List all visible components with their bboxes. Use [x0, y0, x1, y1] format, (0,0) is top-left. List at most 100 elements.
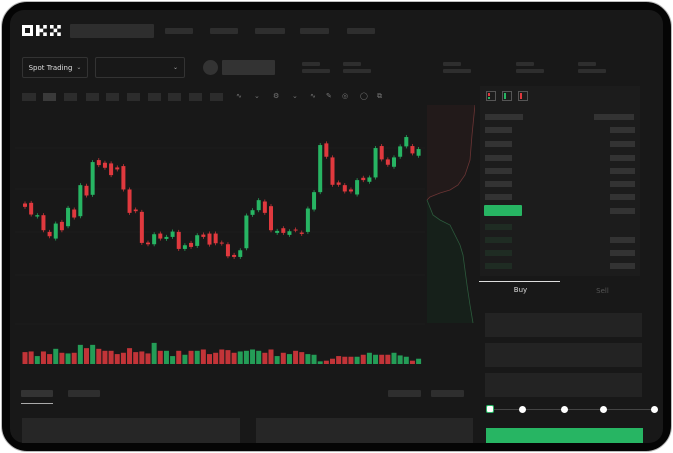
search-bar[interactable] — [70, 24, 154, 38]
candle — [182, 245, 187, 249]
candle — [176, 231, 181, 249]
volume-bar — [34, 356, 40, 364]
tab-order-history[interactable] — [68, 390, 100, 397]
volume-bar — [397, 355, 403, 364]
candle — [189, 242, 194, 247]
interval-button-active[interactable] — [43, 93, 56, 101]
orderbook-both-icon[interactable] — [486, 91, 496, 101]
slider-handle[interactable] — [486, 405, 494, 413]
interval-button[interactable] — [22, 93, 36, 101]
volume-bar — [120, 352, 126, 364]
candle — [170, 231, 175, 237]
ask-price[interactable] — [485, 155, 512, 161]
nav-item[interactable] — [300, 28, 329, 34]
volume-bar — [299, 352, 305, 364]
tab-action[interactable] — [388, 390, 421, 397]
interval-button[interactable] — [189, 93, 202, 101]
nav-item[interactable] — [255, 28, 285, 34]
candle — [139, 211, 144, 243]
candle — [361, 177, 366, 181]
tab-open-orders[interactable] — [21, 390, 53, 397]
candlestick-chart[interactable] — [15, 105, 425, 375]
stat-value — [578, 69, 606, 73]
interval-button[interactable] — [64, 93, 77, 101]
amount-input[interactable] — [485, 343, 642, 367]
fullscreen-icon[interactable]: ⧉ — [377, 92, 382, 100]
volume-bar — [163, 350, 169, 364]
candle — [164, 236, 169, 239]
okx-logo[interactable] — [22, 25, 64, 37]
tab-action[interactable] — [431, 390, 464, 397]
volume-bar — [151, 342, 157, 364]
last-price — [484, 205, 522, 216]
ask-price[interactable] — [485, 168, 512, 174]
candle — [398, 146, 403, 157]
volume-bar — [213, 352, 219, 364]
interval-button[interactable] — [106, 93, 119, 101]
candle — [324, 143, 329, 157]
volume-bar — [280, 352, 286, 364]
ask-price[interactable] — [485, 127, 512, 133]
candle — [23, 203, 27, 207]
candle — [238, 250, 243, 257]
candle — [72, 209, 77, 218]
settings-icon[interactable]: ⚙ — [273, 92, 280, 100]
candle — [102, 162, 107, 168]
interval-button[interactable] — [127, 93, 140, 101]
line-tool-icon[interactable]: ∿ — [310, 92, 316, 100]
volume-bar — [90, 344, 96, 364]
target-icon[interactable]: ◎ — [342, 92, 349, 100]
circle-icon[interactable]: ◯ — [360, 92, 368, 100]
volume-bar — [28, 351, 34, 364]
interval-button[interactable] — [168, 93, 181, 101]
ask-price[interactable] — [485, 181, 512, 187]
ask-depth-area — [427, 105, 475, 200]
interval-button[interactable] — [210, 93, 223, 101]
candle — [47, 231, 52, 237]
interval-button[interactable] — [86, 93, 99, 101]
orderbook-asks-icon[interactable] — [518, 91, 528, 101]
depth-chart — [426, 105, 475, 324]
orderbook-bids-icon[interactable] — [502, 91, 512, 101]
buy-tab-underline — [479, 281, 560, 282]
bid-price[interactable] — [485, 250, 512, 256]
nav-item[interactable] — [165, 28, 193, 34]
nav-item[interactable] — [210, 28, 238, 34]
total-input[interactable] — [485, 373, 642, 397]
slider-step[interactable] — [651, 406, 658, 413]
chevron-down-icon[interactable]: ⌄ — [254, 92, 260, 100]
spot-trading-dropdown[interactable]: Spot Trading ⌄ — [22, 57, 88, 78]
slider-step[interactable] — [600, 406, 607, 413]
bid-price[interactable] — [485, 224, 512, 230]
sell-tab[interactable]: Sell — [596, 287, 609, 295]
slider-step[interactable] — [519, 406, 526, 413]
stat-label — [343, 62, 361, 66]
price-input[interactable] — [485, 313, 642, 337]
volume-bar — [96, 348, 102, 364]
slider-track[interactable] — [489, 409, 655, 410]
chevron-down-icon: ⌄ — [76, 64, 82, 71]
volume-bar — [354, 356, 360, 364]
ask-price[interactable] — [485, 194, 512, 200]
volume-bar — [127, 348, 133, 364]
bid-price[interactable] — [485, 263, 512, 269]
ask-amount — [610, 127, 635, 133]
chevron-down-icon[interactable]: ⌄ — [292, 92, 298, 100]
pair-select[interactable]: ⌄ — [95, 57, 185, 78]
interval-button[interactable] — [148, 93, 161, 101]
slider-step[interactable] — [561, 406, 568, 413]
bid-price[interactable] — [485, 237, 512, 243]
pencil-icon[interactable]: ✎ — [326, 92, 332, 100]
candle — [348, 189, 353, 192]
indicator-icon[interactable]: ∿ — [236, 92, 242, 100]
volume-bar — [379, 354, 385, 364]
ask-price[interactable] — [485, 141, 512, 147]
nav-item[interactable] — [347, 28, 375, 34]
volume-bar — [102, 350, 108, 364]
volume-bar — [336, 356, 342, 364]
buy-button[interactable] — [486, 428, 643, 443]
volume-bar — [139, 351, 145, 364]
stat-label — [578, 62, 596, 66]
bid-amount — [610, 263, 635, 269]
buy-tab[interactable]: Buy — [513, 286, 528, 294]
